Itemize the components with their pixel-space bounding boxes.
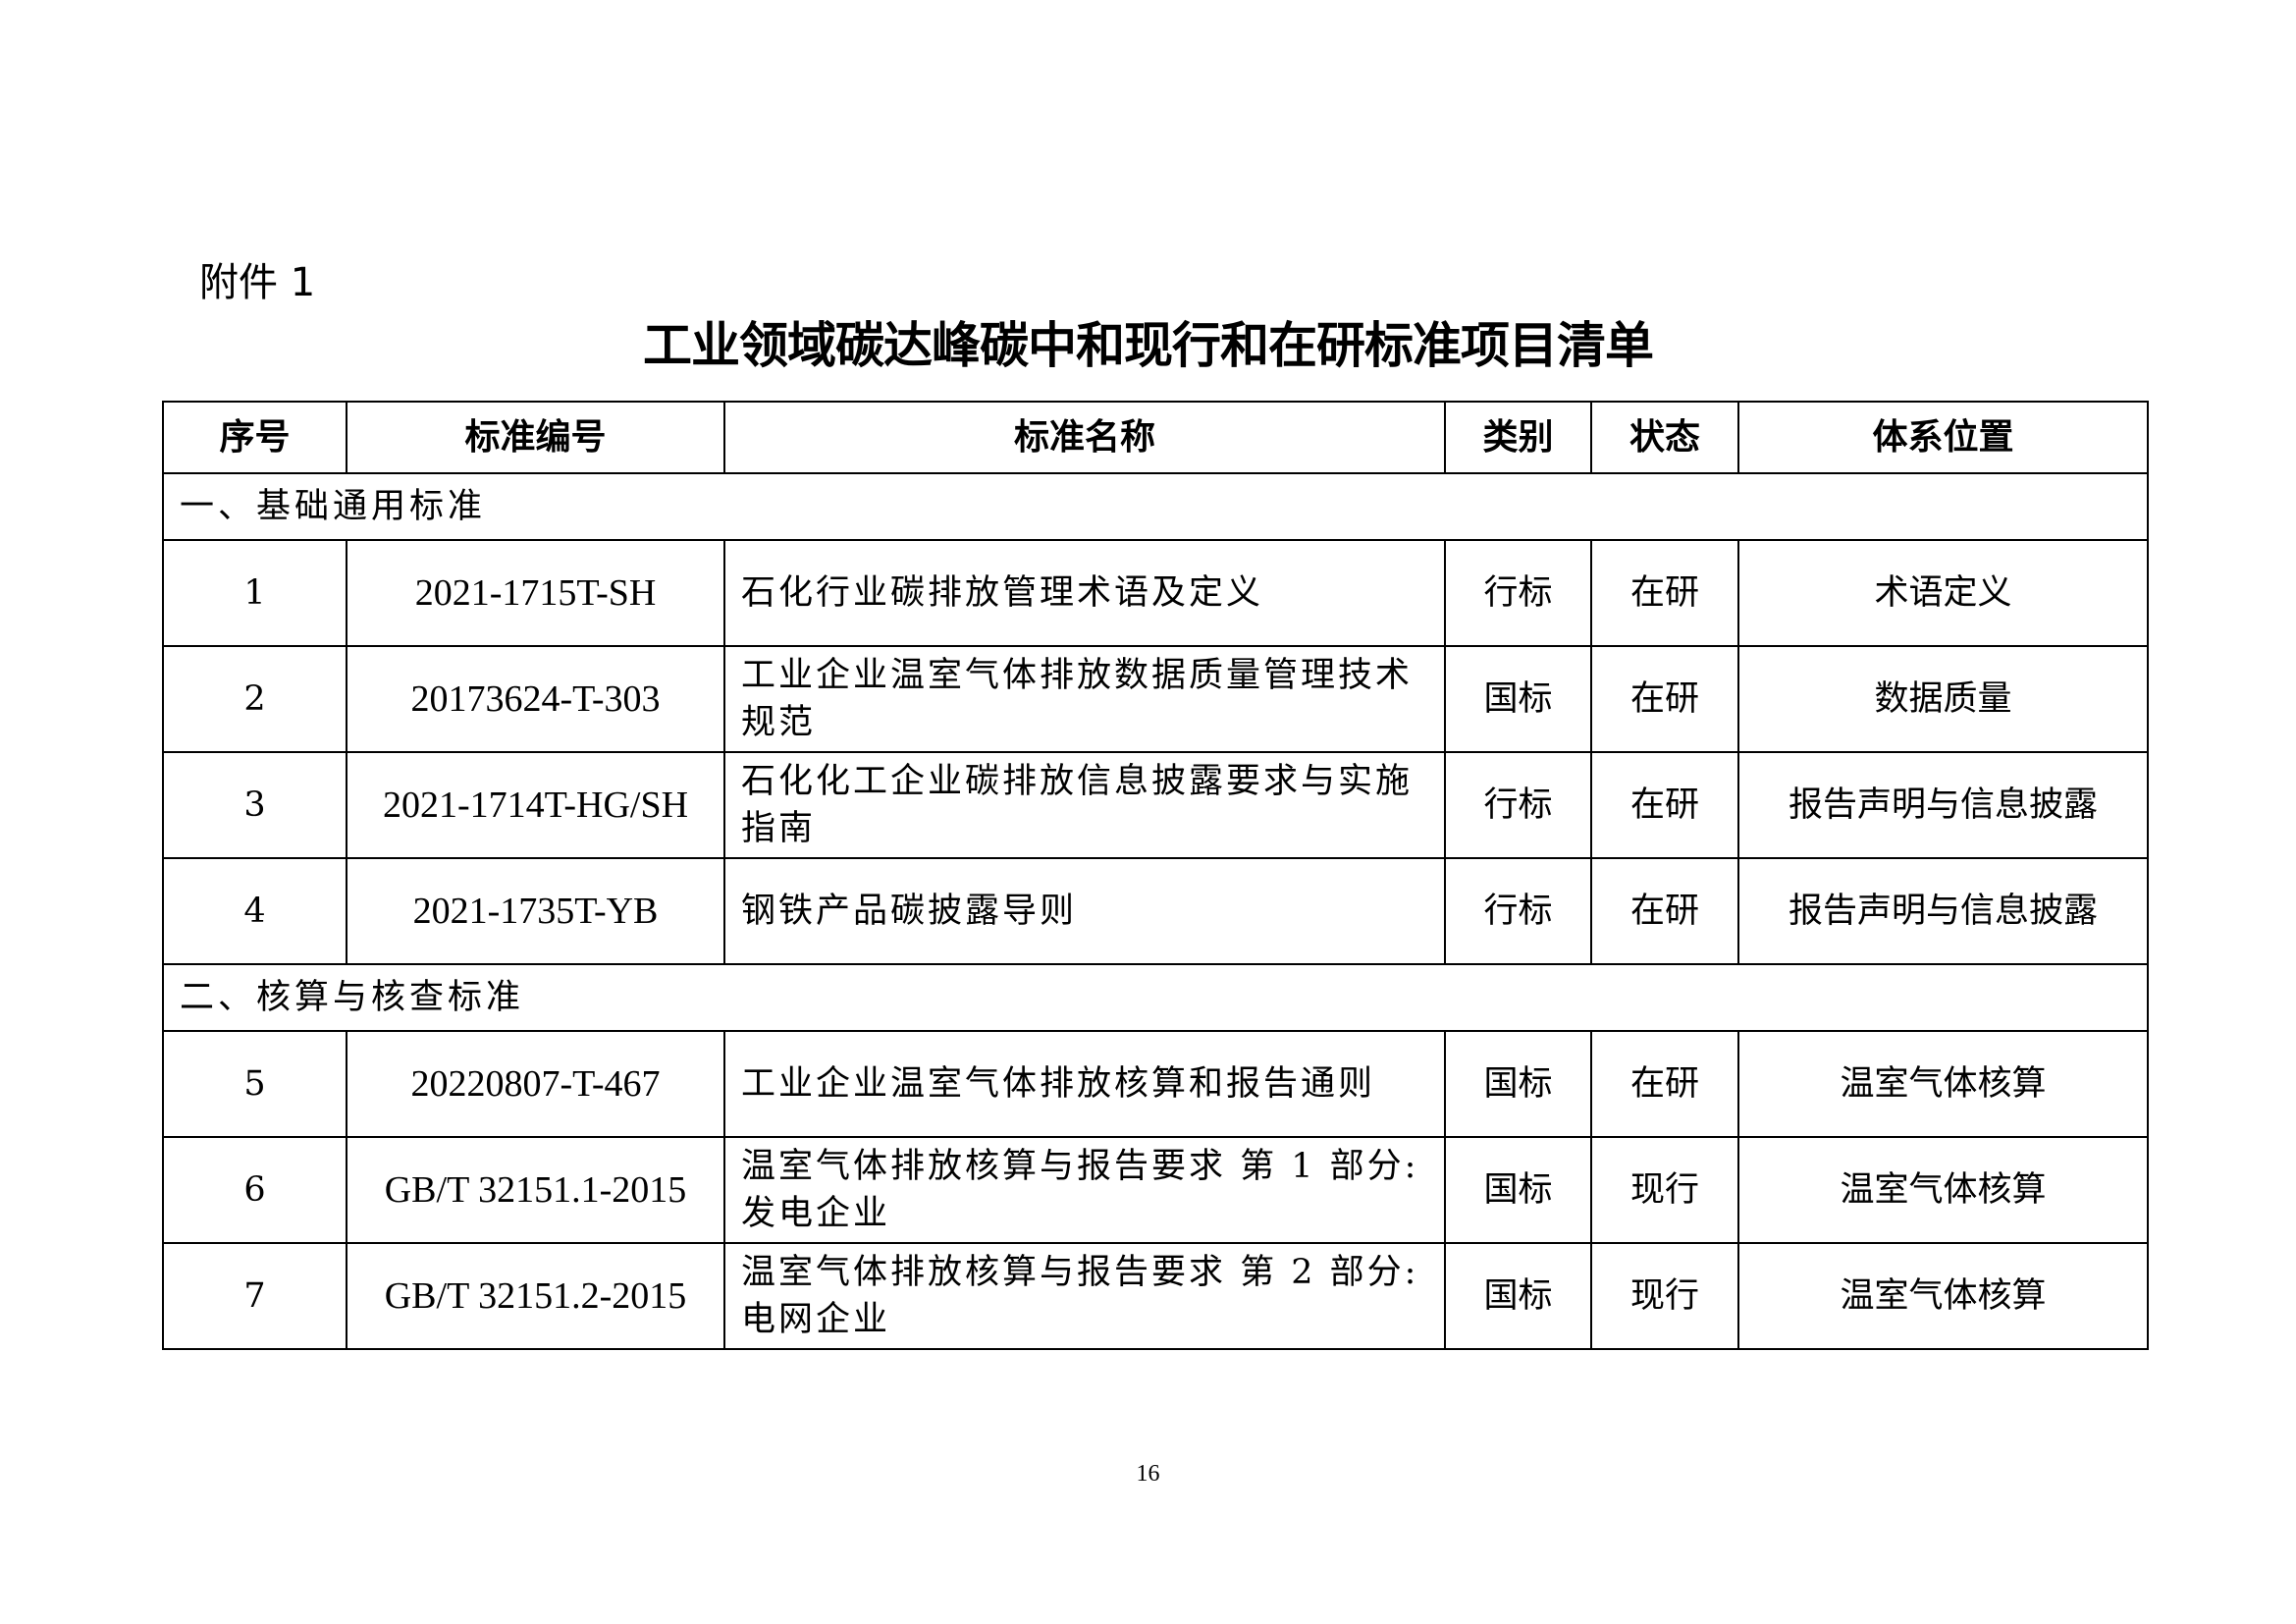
category-cell: 国标 [1444, 1242, 1592, 1350]
annex-label: 附件 1 [199, 260, 316, 305]
system-position-cell: 温室气体核算 [1737, 1242, 2149, 1350]
system-position-cell: 术语定义 [1737, 539, 2149, 647]
status-cell: 现行 [1590, 1242, 1739, 1350]
status-cell: 在研 [1590, 857, 1739, 965]
row-number-cell: 3 [162, 751, 347, 859]
row-number-cell: 1 [162, 539, 347, 647]
status-cell: 在研 [1590, 751, 1739, 859]
table-header-row: 序号 标准编号 标准名称 类别 状态 体系位置 [162, 401, 2149, 474]
standard-name-cell: 钢铁产品碳披露导则 [723, 857, 1446, 965]
standard-name-cell: 石化行业碳排放管理术语及定义 [723, 539, 1446, 647]
status-cell: 在研 [1590, 1030, 1739, 1138]
standard-code-cell: GB/T 32151.2-2015 [346, 1242, 725, 1350]
category-cell: 国标 [1444, 1136, 1592, 1244]
standard-code-cell: 20173624-T-303 [346, 645, 725, 753]
status-cell: 在研 [1590, 539, 1739, 647]
header-code: 标准编号 [346, 401, 725, 474]
row-number-cell: 5 [162, 1030, 347, 1138]
standard-code-cell: 2021-1714T-HG/SH [346, 751, 725, 859]
document-title: 工业领域碳达峰碳中和现行和在研标准项目清单 [643, 317, 1654, 374]
system-position-cell: 报告声明与信息披露 [1737, 751, 2149, 859]
standard-name-cell: 温室气体排放核算与报告要求 第 1 部分:发电企业 [723, 1136, 1446, 1244]
row-number-cell: 4 [162, 857, 347, 965]
row-number-cell: 6 [162, 1136, 347, 1244]
standard-name-cell: 温室气体排放核算与报告要求 第 2 部分:电网企业 [723, 1242, 1446, 1350]
section-heading: 一、基础通用标准 [162, 472, 2149, 541]
header-category: 类别 [1444, 401, 1592, 474]
page-number: 16 [1136, 1461, 1160, 1487]
header-position: 体系位置 [1737, 401, 2149, 474]
system-position-cell: 数据质量 [1737, 645, 2149, 753]
table-row: 4 2021-1735T-YB 钢铁产品碳披露导则 行标 在研 报告声明与信息披露 [162, 857, 2149, 965]
section-row: 一、基础通用标准 [162, 472, 2149, 541]
system-position-cell: 温室气体核算 [1737, 1136, 2149, 1244]
system-position-cell: 报告声明与信息披露 [1737, 857, 2149, 965]
standards-table: 序号 标准编号 标准名称 类别 状态 体系位置 一、基础通用标准 1 2021-17… [162, 401, 2149, 1350]
table-row: 1 2021-1715T-SH 石化行业碳排放管理术语及定义 行标 在研 术语定义 [162, 539, 2149, 647]
table-row: 5 20220807-T-467 工业企业温室气体排放核算和报告通则 国标 在研 温室气体… [162, 1030, 2149, 1138]
row-number-cell: 7 [162, 1242, 347, 1350]
category-cell: 行标 [1444, 539, 1592, 647]
category-cell: 行标 [1444, 857, 1592, 965]
header-name: 标准名称 [723, 401, 1446, 474]
section-row: 二、核算与核查标准 [162, 963, 2149, 1032]
standard-code-cell: 2021-1715T-SH [346, 539, 725, 647]
table-row: 6 GB/T 32151.1-2015 温室气体排放核算与报告要求 第 1 部分:发… [162, 1136, 2149, 1244]
category-cell: 国标 [1444, 1030, 1592, 1138]
standard-code-cell: GB/T 32151.1-2015 [346, 1136, 725, 1244]
system-position-cell: 温室气体核算 [1737, 1030, 2149, 1138]
section-heading: 二、核算与核查标准 [162, 963, 2149, 1032]
table-row: 2 20173624-T-303 工业企业温室气体排放数据质量管理技术规范 国标 在研数… [162, 645, 2149, 753]
table-row: 7 GB/T 32151.2-2015 温室气体排放核算与报告要求 第 2 部分:电… [162, 1242, 2149, 1350]
status-cell: 在研 [1590, 645, 1739, 753]
standard-name-cell: 石化化工企业碳排放信息披露要求与实施指南 [723, 751, 1446, 859]
row-number-cell: 2 [162, 645, 347, 753]
table-row: 3 2021-1714T-HG/SH 石化化工企业碳排放信息披露要求与实施指南 行标在… [162, 751, 2149, 859]
status-cell: 现行 [1590, 1136, 1739, 1244]
header-no: 序号 [162, 401, 347, 474]
category-cell: 国标 [1444, 645, 1592, 753]
standard-name-cell: 工业企业温室气体排放核算和报告通则 [723, 1030, 1446, 1138]
standard-name-cell: 工业企业温室气体排放数据质量管理技术规范 [723, 645, 1446, 753]
standard-code-cell: 2021-1735T-YB [346, 857, 725, 965]
standard-code-cell: 20220807-T-467 [346, 1030, 725, 1138]
category-cell: 行标 [1444, 751, 1592, 859]
header-status: 状态 [1590, 401, 1739, 474]
